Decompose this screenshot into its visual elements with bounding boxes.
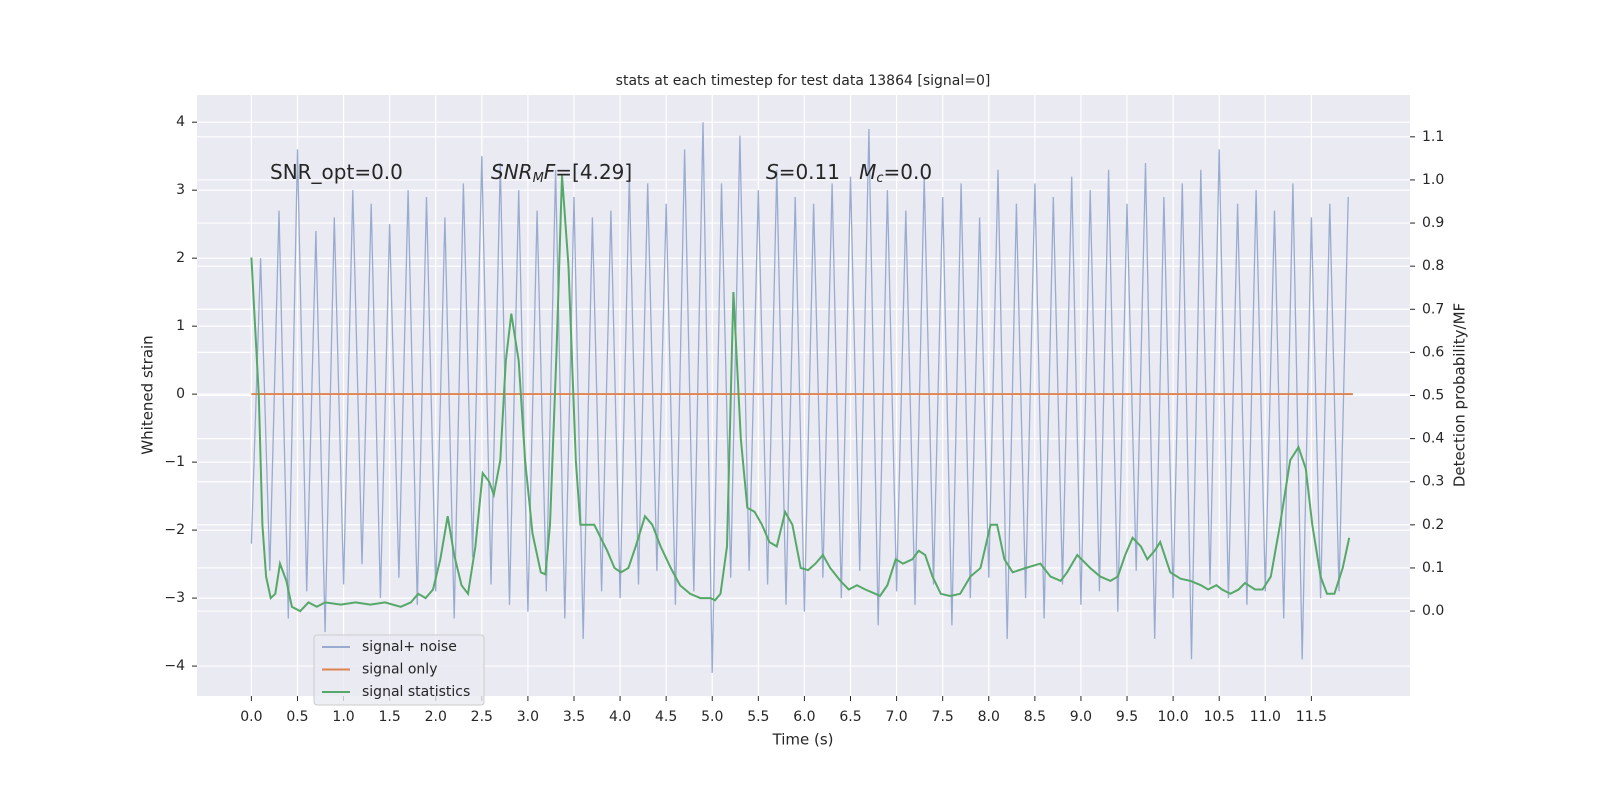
y2-tick-label: 0.6 [1422, 344, 1444, 360]
x-axis-label: Time (s) [772, 731, 834, 749]
annotation-part: SNR [491, 160, 533, 184]
x-tick-label: 11.5 [1296, 709, 1327, 725]
x-tick-label: 0.0 [240, 709, 262, 725]
x-tick-label: 0.5 [286, 709, 308, 725]
series-line [250, 175, 1351, 613]
annotation-part: c [876, 171, 883, 186]
annotation-part: =0.11 [779, 160, 859, 184]
x-tick-label: 1.0 [332, 709, 354, 725]
x-tick-label: 4.5 [655, 709, 677, 725]
y-tick-label: −1 [164, 454, 185, 470]
y-tick-label: 2 [176, 250, 185, 266]
x-tick-label: 9.5 [1116, 709, 1138, 725]
x-tick-label: 10.5 [1204, 709, 1235, 725]
annotation-part: SNR_opt=0.0 [270, 160, 403, 184]
x-tick-label: 2.5 [471, 709, 493, 725]
annotation-part: =0.0 [884, 160, 933, 184]
annotation-part: F [544, 160, 556, 184]
x-tick-label: 1.5 [379, 709, 401, 725]
x-tick-label: 9.0 [1070, 709, 1092, 725]
annotation: SNRMF=[4.29] [491, 160, 632, 186]
x-tick-label: 8.5 [1024, 709, 1046, 725]
legend-label: signal+ noise [362, 639, 457, 655]
x-tick-label: 4.0 [609, 709, 631, 725]
legend-box [313, 634, 485, 706]
y2-tick-label: 0.0 [1422, 603, 1444, 619]
x-tick-label: 7.5 [932, 709, 954, 725]
y2-tick-label: 0.2 [1422, 517, 1444, 533]
annotation: SNR_opt=0.0 [270, 160, 403, 184]
y2-tick-label: 0.4 [1422, 431, 1444, 447]
y2-tick-label: 1.0 [1422, 172, 1444, 188]
x-tick-label: 6.0 [793, 709, 815, 725]
y2-tick-label: 0.5 [1422, 388, 1444, 404]
annotation-part: S [766, 160, 779, 184]
annotation-part: =[4.29] [555, 160, 632, 184]
x-tick-label: 3.0 [517, 709, 539, 725]
legend-label: signal only [362, 662, 437, 678]
y2-axis-label: Detection probability/MF [1451, 303, 1469, 487]
y-tick-label: −4 [164, 658, 185, 674]
y2-tick-label: 1.1 [1422, 129, 1444, 145]
x-tick-label: 5.5 [747, 709, 769, 725]
annotation-part: M [859, 160, 876, 184]
x-tick-label: 11.0 [1250, 709, 1281, 725]
annotation-part: M [533, 171, 544, 186]
chart-title: stats at each timestep for test data 138… [616, 73, 991, 89]
y-tick-label: −2 [164, 522, 185, 538]
series-line [250, 122, 1349, 673]
annotation: S=0.11 Mc=0.0 [766, 160, 932, 186]
y2-tick-label: 0.8 [1422, 258, 1444, 274]
y-tick-label: 4 [176, 114, 185, 130]
y-tick-label: 0 [176, 386, 185, 402]
x-tick-label: 8.0 [978, 709, 1000, 725]
legend-label: signal statistics [362, 684, 470, 700]
y-axis-label: Whitened strain [139, 335, 157, 454]
x-tick-label: 2.0 [425, 709, 447, 725]
y2-tick-label: 0.3 [1422, 474, 1444, 490]
x-tick-label: 10.0 [1158, 709, 1189, 725]
y-tick-label: −3 [164, 590, 185, 606]
x-tick-label: 5.0 [701, 709, 723, 725]
x-tick-label: 6.5 [839, 709, 861, 725]
x-tick-label: 7.0 [885, 709, 907, 725]
x-tick-label: 3.5 [563, 709, 585, 725]
y2-tick-label: 0.9 [1422, 215, 1444, 231]
y2-tick-label: 0.7 [1422, 301, 1444, 317]
y-tick-label: 3 [176, 182, 185, 198]
y2-tick-label: 0.1 [1422, 560, 1444, 576]
y-tick-label: 1 [176, 318, 185, 334]
